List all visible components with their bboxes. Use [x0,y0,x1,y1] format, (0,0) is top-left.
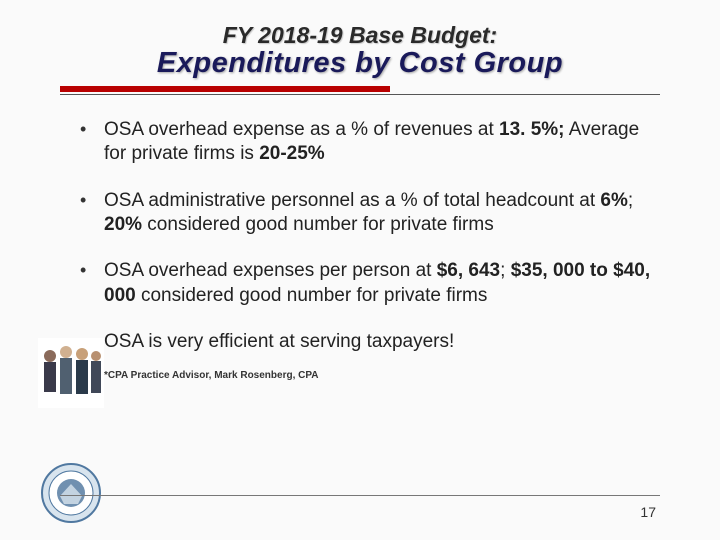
seal-icon [40,462,102,524]
bullet-text-bold1: 6% [600,190,627,211]
bullet-text-mid: ; [500,260,511,281]
bullet-text-bold2: 20% [104,214,142,235]
bullet-text-bold2: 20-25% [259,143,325,164]
footnote: *CPA Practice Advisor, Mark Rosenberg, C… [60,370,660,381]
bullet-text-post: considered good number for private firms [136,285,488,306]
people-image [38,338,104,408]
bullet-text-pre: OSA overhead expense as a % of revenues … [104,119,499,140]
bullet-text-pre: OSA administrative personnel as a % of t… [104,190,600,211]
people-icon [38,338,104,408]
title-rule [60,84,660,96]
bullet-text-bold1: 13. 5%; [499,119,564,140]
slide: FY 2018-19 Base Budget: Expenditures by … [0,0,720,540]
bullet-text-pre: OSA overhead expenses per person at [104,260,437,281]
bullet-text-bold1: $6, 643 [437,260,500,281]
title-line-2: Expenditures by Cost Group [60,47,660,80]
bullet-text-mid: ; [628,190,633,211]
title-line-1: FY 2018-19 Base Budget: [60,22,660,49]
bullet-text-pre: OSA is very efficient at serving taxpaye… [104,331,454,352]
title-block: FY 2018-19 Base Budget: Expenditures by … [60,22,660,80]
page-number: 17 [640,504,656,520]
bottom-rule [60,495,660,496]
bullet-text-post: considered good number for private firms [142,214,494,235]
rule-thick [60,86,390,92]
rule-thin [60,94,660,95]
bullet-item: OSA is very efficient at serving taxpaye… [80,330,660,354]
bullet-item: OSA overhead expenses per person at $6, … [80,259,660,308]
bullet-list: OSA overhead expense as a % of revenues … [60,118,660,354]
seal-image [40,462,102,524]
bullet-item: OSA overhead expense as a % of revenues … [80,118,660,167]
bullet-item: OSA administrative personnel as a % of t… [80,189,660,238]
